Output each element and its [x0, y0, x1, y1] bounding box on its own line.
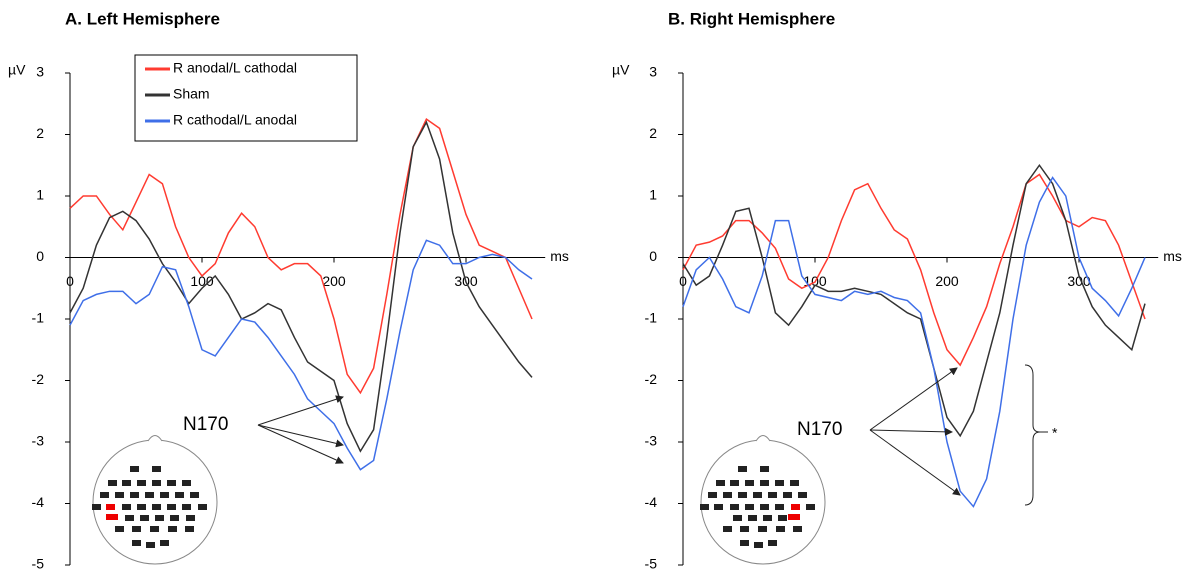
series-line: [682, 173, 1146, 367]
x-tick-label: 0: [679, 273, 687, 289]
x-axis-label: ms: [1163, 248, 1182, 264]
annotation: N170: [797, 419, 842, 440]
y-tick-label: -2: [645, 371, 658, 387]
x-tick-label: 300: [1067, 273, 1091, 289]
annotation-arrow: [257, 395, 344, 426]
series-line: [69, 120, 533, 453]
y-axis-label: µV: [612, 62, 630, 78]
annotation-arrow: [869, 429, 961, 496]
y-tick-label: 3: [649, 64, 657, 80]
x-tick-label: 100: [190, 273, 214, 289]
annotation-arrow: [257, 424, 344, 448]
annotation-arrow: [869, 367, 958, 431]
y-tick-label: 1: [36, 187, 44, 203]
annotation: N170: [183, 414, 228, 435]
y-tick-label: 3: [36, 64, 44, 80]
legend-label: Sham: [173, 86, 210, 102]
y-tick-label: -2: [32, 371, 45, 387]
x-tick-label: 0: [66, 273, 74, 289]
bracket: [1024, 364, 1041, 506]
y-tick-label: 0: [649, 248, 657, 264]
chart-title: A. Left Hemisphere: [65, 9, 220, 28]
y-tick-label: 2: [36, 125, 44, 141]
y-tick-label: -3: [32, 433, 45, 449]
head-right: [700, 435, 826, 565]
legend-box: [134, 54, 358, 142]
x-axis-label: ms: [550, 248, 569, 264]
y-tick-label: -1: [32, 310, 45, 326]
y-tick-label: -1: [645, 310, 658, 326]
head-left: [92, 435, 218, 565]
legend-label: R cathodal/L anodal: [173, 112, 297, 128]
y-tick-label: -5: [32, 556, 45, 572]
x-tick-label: 200: [935, 273, 959, 289]
series-line: [682, 163, 1146, 438]
y-tick-label: 2: [649, 125, 657, 141]
y-tick-label: -3: [645, 433, 658, 449]
series-line: [69, 118, 533, 395]
chart-title: B. Right Hemisphere: [668, 9, 835, 28]
annotation: *: [1052, 425, 1058, 441]
y-tick-label: 0: [36, 248, 44, 264]
series-line: [69, 239, 533, 471]
y-axis-label: µV: [8, 62, 26, 78]
y-tick-label: -4: [645, 494, 658, 510]
y-tick-label: 1: [649, 187, 657, 203]
y-tick-label: -4: [32, 494, 45, 510]
x-tick-label: 200: [322, 273, 346, 289]
annotation-arrow: [257, 424, 344, 464]
series-line: [682, 176, 1146, 508]
y-tick-label: -5: [645, 556, 658, 572]
annotation-arrow: [869, 427, 953, 436]
legend-label: R anodal/L cathodal: [173, 60, 297, 76]
